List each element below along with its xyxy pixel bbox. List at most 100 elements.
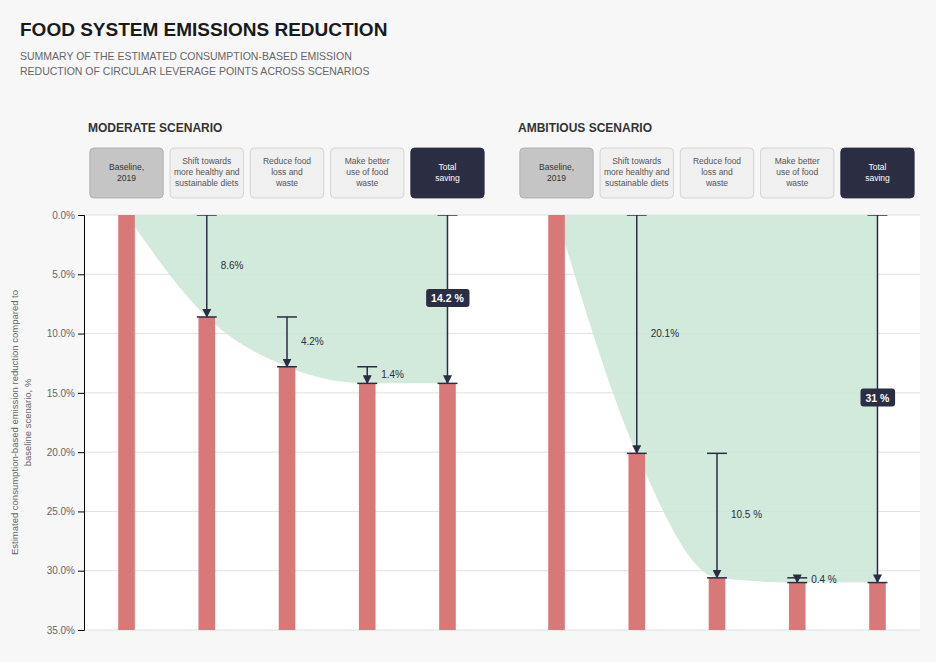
category-label: Reduce foodloss andwaste [263, 156, 311, 188]
category-label-line: waste [355, 178, 378, 188]
category-label-line: use of food [346, 167, 388, 177]
total-label-box [426, 289, 469, 307]
category-box [90, 148, 163, 198]
category-label-line: more healthy and [174, 167, 240, 177]
category-box [331, 148, 404, 198]
plot-background [84, 215, 920, 630]
bar [709, 578, 726, 630]
chart-root: FOOD SYSTEM EMISSIONS REDUCTION SUMMARY O… [0, 0, 936, 662]
total-label: 31 % [866, 392, 891, 404]
bar [279, 367, 296, 630]
arrow-shaft [206, 215, 208, 317]
category-label-line: sustainable diets [605, 178, 668, 188]
data-label: 4.2% [301, 336, 324, 347]
category-label: Baseline,2019 [109, 162, 144, 183]
category-label: Make betteruse of foodwaste [775, 156, 820, 188]
arrow-cap [277, 366, 297, 368]
title: FOOD SYSTEM EMISSIONS REDUCTION [20, 19, 387, 40]
total-label: 14.2 % [431, 292, 464, 304]
category-label: Baseline,2019 [539, 162, 574, 183]
category-label: Make betteruse of foodwaste [345, 156, 390, 188]
arrow-shaft [366, 367, 368, 384]
subtitle-line: SUMMARY OF THE ESTIMATED CONSUMPTION-BAS… [20, 50, 352, 62]
subtitle-line: REDUCTION OF CIRCULAR LEVERAGE POINTS AC… [20, 65, 369, 77]
y-tick: 35.0% [47, 625, 84, 636]
category-label: Shift towardsmore healthy andsustainable… [174, 156, 240, 188]
arrow [787, 578, 807, 583]
bar [359, 383, 376, 630]
bar [118, 215, 135, 630]
y-axis-title-line: Estimated consumption-based emission red… [9, 290, 20, 555]
shade-area [557, 215, 878, 583]
y-tick: 30.0% [47, 565, 84, 576]
shade-area [127, 215, 448, 383]
y-axis-line [78, 216, 85, 631]
data-label: 0.4 % [811, 574, 837, 585]
arrow [277, 317, 297, 367]
y-tick-label: 10.0% [47, 328, 75, 339]
y-tick-label: 5.0% [52, 269, 75, 280]
bar [789, 583, 806, 630]
category-label: Shift towardsmore healthy andsustainable… [604, 156, 670, 188]
category-label-line: loss and [271, 167, 303, 177]
category-label-line: 2019 [547, 173, 566, 183]
category-label: Reduce foodloss andwaste [693, 156, 741, 188]
category-box [170, 148, 243, 198]
y-axis-title-line: baseline scenario, % [22, 378, 33, 466]
y-tick-label: 30.0% [47, 565, 75, 576]
data-label: 20.1% [651, 328, 679, 339]
y-tick-mark [78, 393, 84, 394]
arrow-cap [627, 453, 647, 455]
y-axis-title: Estimated consumption-based emission red… [9, 290, 33, 555]
y-tick: 20.0% [47, 447, 84, 458]
bar [198, 317, 215, 630]
arrow-cap [627, 215, 647, 216]
y-axis: 0.0%5.0%10.0%15.0%20.0%25.0%30.0%35.0% [47, 210, 85, 636]
arrow-cap [438, 215, 458, 216]
total-label-box [861, 389, 896, 407]
category-label-line: Reduce food [263, 156, 311, 166]
category-box [680, 148, 753, 198]
arrow-cap [787, 577, 807, 579]
category-label-line: Make better [775, 156, 820, 166]
grid [84, 215, 920, 630]
category-label: Totalsaving [435, 162, 460, 183]
y-tick: 0.0% [52, 210, 84, 221]
y-tick-mark [78, 630, 84, 631]
y-tick-mark [78, 511, 84, 512]
category-box [600, 148, 673, 198]
category-box [520, 148, 593, 198]
category-label-line: saving [435, 173, 460, 183]
y-tick-mark [78, 571, 84, 572]
y-tick-mark [78, 215, 84, 216]
y-tick-label: 20.0% [47, 447, 75, 458]
data-label: 10.5 % [731, 509, 762, 520]
category-label-line: Total [868, 162, 886, 172]
category-label-line: waste [705, 178, 728, 188]
scenario-heading: MODERATE SCENARIO [88, 121, 222, 135]
y-tick: 10.0% [47, 328, 84, 339]
category-label-line: use of food [776, 167, 818, 177]
category-label: Totalsaving [865, 162, 890, 183]
arrow-cap [868, 215, 888, 216]
category-label-line: saving [865, 173, 890, 183]
bar [548, 215, 565, 630]
category-label-line: Shift towards [182, 156, 231, 166]
arrow-cap [707, 453, 727, 455]
arrow-cap [197, 215, 217, 216]
category-box [411, 148, 484, 198]
category-label-line: Reduce food [693, 156, 741, 166]
arrow-shaft [636, 215, 638, 453]
arrow [707, 453, 727, 577]
arrow-cap [277, 316, 297, 318]
arrow-cap [868, 582, 888, 584]
category-label-line: loss and [701, 167, 733, 177]
category-box [761, 148, 834, 198]
arrow-cap [707, 577, 727, 579]
arrow [627, 215, 647, 453]
y-tick-label: 15.0% [47, 388, 75, 399]
arrow-shaft [716, 453, 718, 577]
subtitle: SUMMARY OF THE ESTIMATED CONSUMPTION-BAS… [20, 50, 369, 77]
arrow-cap [197, 316, 217, 318]
category-label-line: sustainable diets [175, 178, 238, 188]
